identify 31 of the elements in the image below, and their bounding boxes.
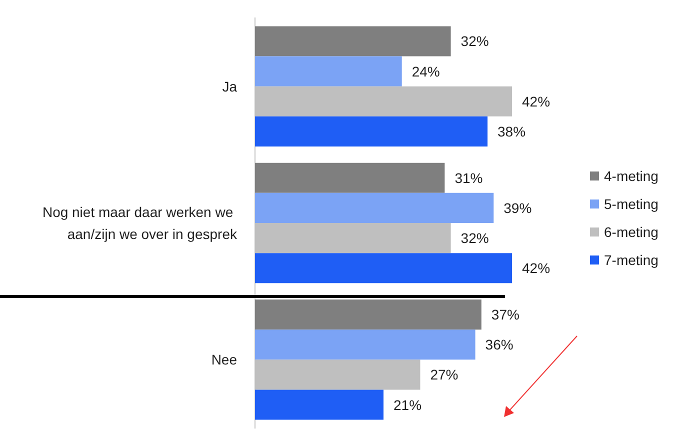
data-label: 42%	[522, 260, 550, 276]
bar	[255, 360, 420, 390]
data-label: 31%	[454, 170, 483, 186]
data-label: 27%	[430, 366, 458, 383]
bar	[255, 56, 402, 86]
bar	[255, 253, 512, 284]
data-label: 38%	[498, 123, 526, 140]
bar	[255, 86, 512, 116]
data-label: 39%	[504, 200, 532, 216]
legend-label: 4-meting	[604, 168, 658, 184]
y-tick-label: Nee	[211, 352, 238, 368]
legend-label: 6-meting	[604, 224, 658, 240]
bar	[255, 330, 476, 360]
bar	[255, 26, 451, 56]
bar	[255, 192, 494, 223]
data-label: 32%	[460, 230, 489, 246]
data-label: 32%	[460, 33, 489, 50]
bar	[255, 300, 482, 330]
legend-label: 7-meting	[604, 252, 658, 268]
data-label: 21%	[394, 396, 422, 413]
y-tick-label: Ja	[222, 78, 238, 94]
data-label: 42%	[522, 93, 550, 110]
data-label: 24%	[412, 63, 440, 80]
data-label: 36%	[485, 336, 514, 353]
legend-label: 5-meting	[604, 196, 658, 212]
bar	[255, 223, 451, 254]
bar	[255, 390, 384, 420]
bar	[255, 116, 488, 146]
y-tick-label: Nog niet maar daar werken we aan/zijn we over in gesprek	[42, 204, 238, 242]
bar	[255, 162, 445, 193]
data-label: 37%	[491, 306, 520, 323]
